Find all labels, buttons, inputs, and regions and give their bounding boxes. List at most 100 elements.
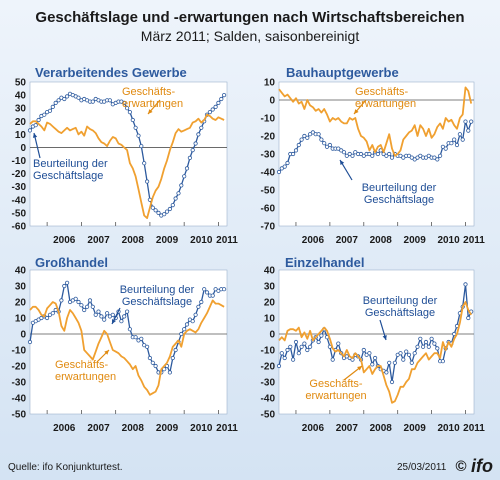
- data-point: [420, 344, 426, 349]
- data-point: [432, 341, 437, 346]
- data-point: [90, 304, 95, 309]
- data-point: [179, 183, 184, 188]
- data-point: [127, 110, 132, 115]
- x-tick-label: 2006: [302, 235, 325, 246]
- data-point: [305, 347, 310, 353]
- data-point: [119, 319, 124, 324]
- y-tick-label: -30: [12, 378, 27, 389]
- series-line-geschaeftserwartungen: [29, 113, 225, 220]
- data-point: [133, 335, 138, 340]
- data-point: [82, 307, 87, 313]
- data-point: [187, 155, 192, 160]
- x-tick-label: 2010: [190, 423, 213, 434]
- data-point: [164, 209, 170, 214]
- data-point: [136, 133, 141, 138]
- data-point: [279, 351, 284, 356]
- x-tick-label: 2008: [370, 423, 393, 434]
- data-point: [222, 287, 227, 292]
- x-tick-label: 2011: [463, 235, 485, 246]
- data-point: [62, 96, 67, 102]
- data-point: [153, 208, 158, 213]
- y-tick-label: 40: [15, 91, 27, 102]
- data-point: [409, 360, 414, 365]
- publication-date: 25/03/2011: [397, 462, 447, 473]
- data-point: [150, 205, 155, 210]
- data-point: [27, 128, 33, 133]
- data-point: [344, 153, 349, 158]
- annotation-label: erwartungen: [55, 371, 116, 383]
- data-point: [156, 210, 161, 215]
- y-tick-label: 0: [20, 330, 26, 341]
- data-point: [316, 339, 321, 345]
- y-tick-label: -10: [261, 114, 276, 125]
- data-point: [53, 100, 58, 106]
- data-point: [282, 355, 287, 361]
- data-point: [367, 151, 372, 157]
- annotation-label: erwartungen: [122, 98, 183, 110]
- data-point: [190, 148, 195, 153]
- data-point: [290, 357, 296, 362]
- annotation-arrowhead: [354, 109, 359, 114]
- data-point: [87, 298, 93, 303]
- y-tick-label: -50: [12, 410, 27, 421]
- x-tick-label: 2007: [336, 235, 359, 246]
- data-point: [173, 196, 178, 201]
- annotation-label: Geschäftslage: [122, 296, 192, 308]
- data-point: [440, 144, 445, 149]
- y-tick-label: -20: [12, 169, 27, 180]
- data-point: [466, 315, 471, 321]
- annotation-arrowhead: [382, 335, 387, 340]
- data-point: [125, 106, 130, 111]
- data-point: [302, 341, 307, 346]
- data-point: [463, 119, 468, 124]
- data-point: [285, 347, 290, 353]
- y-tick-label: -60: [12, 222, 27, 233]
- data-point: [307, 132, 313, 137]
- data-point: [440, 359, 445, 364]
- data-point: [384, 370, 389, 375]
- annotation-label: erwartungen: [355, 98, 416, 110]
- y-tick-label: 10: [264, 78, 276, 89]
- data-point: [469, 119, 474, 124]
- y-tick-label: 10: [264, 314, 276, 325]
- data-point: [202, 287, 207, 292]
- series-line-geschaeftserwartungen: [278, 86, 473, 157]
- data-point: [139, 336, 144, 341]
- panel-title: Verarbeitendes Gewerbe: [35, 65, 187, 80]
- y-tick-label: -30: [261, 378, 276, 389]
- data-point: [56, 98, 61, 103]
- series-line-geschaeftserwartungen: [29, 299, 225, 396]
- panel-title: Einzelhandel: [285, 255, 364, 270]
- data-point: [107, 98, 113, 103]
- data-point: [285, 160, 290, 166]
- data-point: [415, 155, 420, 160]
- data-point: [145, 179, 150, 184]
- data-point: [102, 317, 107, 322]
- data-point: [435, 157, 440, 162]
- data-point: [361, 347, 366, 353]
- data-point: [412, 351, 417, 356]
- data-point: [33, 123, 38, 128]
- data-point: [387, 151, 392, 157]
- data-point: [36, 117, 41, 123]
- x-tick-label: 2009: [404, 423, 427, 434]
- data-point: [184, 322, 190, 327]
- annotation-label: Geschäftslage: [365, 307, 435, 319]
- x-tick-label: 2009: [156, 235, 179, 246]
- y-tick-label: -30: [261, 150, 276, 161]
- annotation-label: Geschäfts-: [309, 378, 363, 390]
- annotation-label: Beurteilung der: [362, 182, 437, 194]
- data-point: [125, 309, 130, 314]
- data-point: [389, 379, 395, 385]
- source-note: Quelle: ifo Konjunkturtest.: [8, 462, 123, 473]
- data-point: [76, 95, 81, 100]
- y-tick-label: -20: [261, 362, 276, 373]
- data-point: [65, 280, 70, 285]
- data-point: [398, 351, 403, 356]
- y-tick-label: 0: [269, 330, 275, 341]
- data-point: [341, 150, 347, 155]
- x-tick-label: 2006: [53, 423, 76, 434]
- data-point: [375, 151, 380, 157]
